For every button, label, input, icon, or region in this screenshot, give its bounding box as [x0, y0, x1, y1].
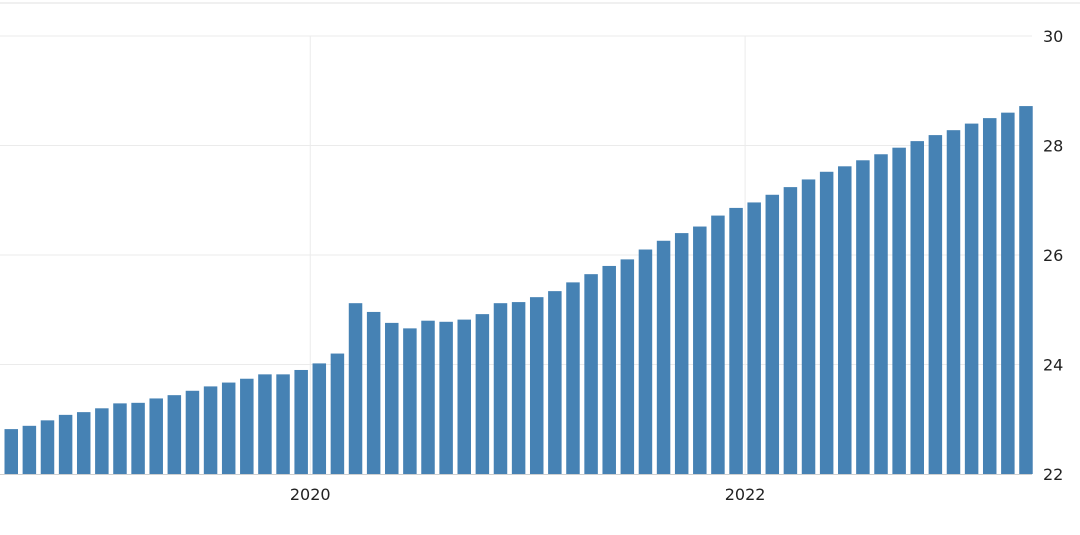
bar [602, 265, 616, 474]
bar [964, 123, 979, 474]
bar [693, 226, 707, 474]
y-tick-label: 30 [1043, 27, 1063, 46]
bar [240, 378, 254, 474]
grid-lines [0, 35, 1032, 475]
bar [95, 408, 109, 474]
bar [511, 302, 526, 474]
bar [747, 202, 761, 474]
bar [330, 353, 345, 474]
bar [22, 425, 37, 474]
bar [892, 147, 906, 474]
x-axis-ticks: 2020 2022 [290, 485, 766, 504]
bar [910, 141, 924, 474]
bar [819, 171, 834, 474]
bar [765, 194, 780, 474]
bar [312, 363, 327, 474]
bar [566, 282, 580, 474]
bar [457, 319, 471, 474]
bar [294, 369, 308, 474]
bar [1001, 112, 1015, 475]
y-tick-label: 26 [1043, 246, 1063, 265]
bar [620, 259, 635, 474]
bar [674, 233, 689, 474]
bar [385, 322, 399, 474]
bar [149, 398, 163, 474]
bar [711, 215, 725, 474]
bar [185, 390, 200, 474]
bar [276, 374, 290, 474]
bar [113, 403, 127, 474]
bar [258, 374, 272, 474]
bars [4, 106, 1033, 475]
bar [348, 303, 363, 474]
bar [421, 320, 435, 474]
bar [548, 291, 562, 474]
x-tick-label: 2022 [725, 485, 766, 504]
bar [475, 314, 490, 474]
y-axis-ticks: 22 24 26 28 30 [1043, 27, 1063, 484]
bar [529, 297, 544, 474]
bar [58, 414, 73, 474]
y-tick-label: 28 [1043, 137, 1063, 156]
bar [40, 420, 55, 474]
bar [584, 274, 598, 474]
bar [856, 160, 870, 474]
bar [982, 118, 997, 474]
bar [131, 402, 145, 474]
bar [221, 382, 236, 474]
bar [783, 187, 798, 475]
bar [1019, 106, 1033, 474]
bar [801, 179, 816, 474]
bar [928, 135, 943, 474]
bar [439, 321, 453, 474]
bar [4, 429, 18, 474]
bar [403, 328, 417, 474]
bar [167, 395, 182, 474]
y-tick-label: 24 [1043, 356, 1063, 375]
bar [946, 130, 961, 475]
y-tick-label: 22 [1043, 465, 1063, 484]
bar [729, 207, 743, 475]
bar [638, 249, 653, 474]
x-tick-label: 2020 [290, 485, 331, 504]
bar [76, 412, 91, 474]
bar [493, 303, 508, 474]
bar [203, 386, 218, 474]
bar [874, 154, 888, 474]
bar [838, 166, 852, 474]
bar [656, 240, 671, 474]
bar [366, 311, 381, 474]
